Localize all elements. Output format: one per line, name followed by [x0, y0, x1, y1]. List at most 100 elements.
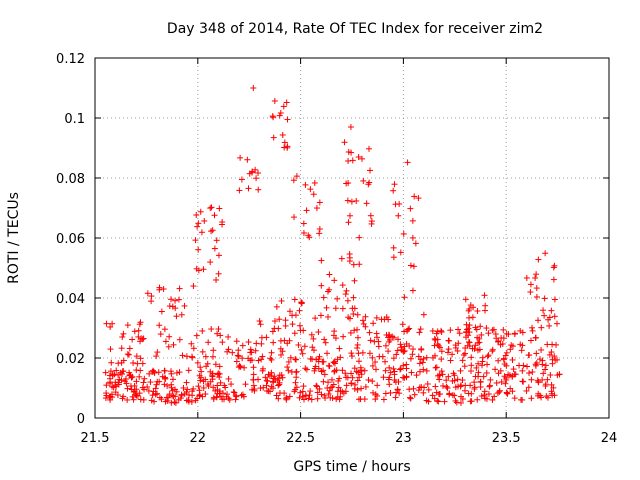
- data-point: [129, 336, 136, 343]
- data-point: [353, 368, 360, 375]
- data-point: [293, 369, 300, 376]
- data-point: [141, 386, 148, 393]
- data-point: [412, 240, 419, 247]
- data-point: [406, 386, 413, 393]
- data-point: [215, 326, 222, 333]
- data-point: [172, 305, 179, 312]
- data-point: [474, 340, 481, 347]
- data-point: [248, 357, 255, 364]
- data-point: [242, 381, 249, 388]
- data-point: [131, 388, 138, 395]
- data-point: [507, 385, 514, 392]
- data-point: [395, 378, 402, 385]
- data-point: [346, 250, 353, 257]
- data-point: [237, 154, 244, 161]
- data-point: [336, 375, 343, 382]
- data-point: [400, 362, 407, 369]
- data-point: [546, 351, 553, 358]
- data-point: [202, 391, 209, 398]
- data-point: [349, 353, 356, 360]
- data-point: [411, 391, 418, 398]
- data-point: [165, 343, 172, 350]
- data-point: [477, 323, 484, 330]
- data-point: [156, 378, 163, 385]
- data-point: [313, 383, 320, 390]
- data-point: [409, 287, 416, 294]
- data-point: [345, 148, 352, 155]
- data-point: [291, 296, 298, 303]
- data-point: [366, 350, 373, 357]
- data-point: [529, 327, 536, 334]
- data-point: [539, 361, 546, 368]
- data-point: [300, 229, 307, 236]
- data-point: [170, 341, 177, 348]
- data-point: [307, 186, 314, 193]
- data-point: [512, 371, 519, 378]
- data-point: [386, 374, 393, 381]
- data-point: [532, 334, 539, 341]
- data-point: [497, 367, 504, 374]
- data-point: [347, 329, 354, 336]
- data-point: [126, 345, 133, 352]
- y-tick-label: 0.12: [56, 52, 85, 67]
- data-point: [457, 399, 464, 406]
- data-point: [209, 376, 216, 383]
- data-point: [354, 334, 361, 341]
- data-point: [346, 258, 353, 265]
- data-point: [255, 186, 262, 193]
- data-point: [151, 369, 158, 376]
- data-point: [361, 396, 368, 403]
- data-point: [548, 349, 555, 356]
- data-point: [217, 332, 224, 339]
- data-point: [168, 384, 175, 391]
- data-point: [349, 157, 356, 164]
- data-point: [320, 358, 327, 365]
- data-point: [358, 155, 365, 162]
- data-point: [212, 361, 219, 368]
- data-point: [369, 378, 376, 385]
- data-point: [339, 367, 346, 374]
- data-point: [345, 219, 352, 226]
- data-point: [367, 212, 374, 219]
- data-point: [298, 346, 305, 353]
- data-point: [390, 244, 397, 251]
- data-point: [431, 342, 438, 349]
- data-point: [551, 392, 558, 399]
- data-point: [359, 317, 366, 324]
- data-point: [200, 384, 207, 391]
- data-point: [264, 378, 271, 385]
- data-point: [466, 305, 473, 312]
- data-point: [416, 360, 423, 367]
- data-point: [293, 384, 300, 391]
- data-point: [527, 281, 534, 288]
- data-point: [185, 397, 192, 404]
- data-point: [314, 389, 321, 396]
- data-point: [156, 394, 163, 401]
- data-point: [306, 392, 313, 399]
- y-tick-label: 0.1: [64, 112, 85, 127]
- data-point: [332, 335, 339, 342]
- data-point: [109, 371, 116, 378]
- data-point: [382, 367, 389, 374]
- data-point: [407, 205, 414, 212]
- data-point: [554, 356, 561, 363]
- data-point: [209, 227, 216, 234]
- data-point: [548, 381, 555, 388]
- data-point: [452, 344, 459, 351]
- data-point: [296, 307, 303, 314]
- data-point: [139, 360, 146, 367]
- data-point: [387, 369, 394, 376]
- data-point: [212, 387, 219, 394]
- data-point: [128, 386, 135, 393]
- data-point: [352, 381, 359, 388]
- data-point: [280, 103, 287, 110]
- data-point: [362, 323, 369, 330]
- data-point: [278, 372, 285, 379]
- data-point: [276, 390, 283, 397]
- data-point: [468, 362, 475, 369]
- data-point: [459, 357, 466, 364]
- data-point: [467, 398, 474, 405]
- data-point: [482, 395, 489, 402]
- data-point: [199, 327, 206, 334]
- data-point: [239, 355, 246, 362]
